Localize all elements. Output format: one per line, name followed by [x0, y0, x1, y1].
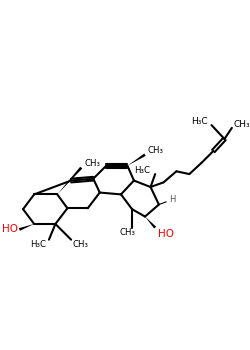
Text: CH₃: CH₃ — [73, 240, 89, 249]
Text: HO: HO — [158, 229, 174, 239]
Text: H₃C: H₃C — [134, 166, 150, 175]
Text: HO: HO — [2, 224, 18, 233]
Text: H₃C: H₃C — [30, 240, 46, 249]
Text: CH₃: CH₃ — [234, 120, 250, 129]
Polygon shape — [128, 154, 146, 166]
Text: CH₃: CH₃ — [85, 159, 101, 168]
Text: H: H — [169, 195, 175, 204]
Polygon shape — [145, 217, 156, 229]
Polygon shape — [19, 224, 34, 231]
Text: CH₃: CH₃ — [148, 147, 164, 155]
Polygon shape — [57, 167, 82, 194]
Text: H₃C: H₃C — [191, 117, 208, 126]
Text: CH₃: CH₃ — [120, 228, 136, 237]
